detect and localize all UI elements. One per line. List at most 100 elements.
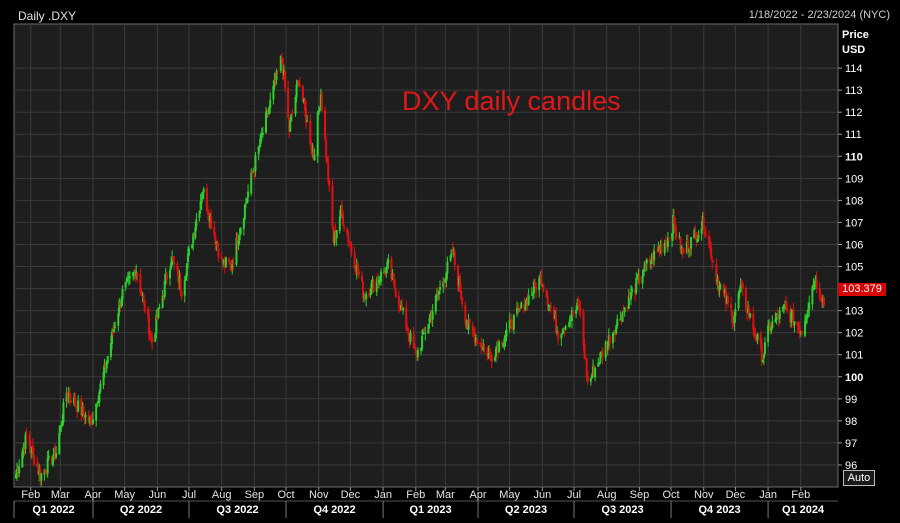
- candle-body: [298, 84, 301, 87]
- candle-body: [427, 323, 430, 334]
- candle-body: [392, 273, 395, 280]
- candle-body: [257, 146, 260, 155]
- candle-body: [562, 328, 565, 334]
- candle-body: [36, 463, 39, 467]
- candle-body: [604, 342, 607, 358]
- y-tick-label: 102: [845, 328, 863, 340]
- candle-body: [102, 371, 105, 386]
- candle-body: [571, 311, 574, 315]
- candle-body: [198, 210, 201, 218]
- candle-body: [362, 281, 365, 298]
- candle-body: [62, 402, 65, 423]
- candle-body: [50, 456, 53, 465]
- candle-body: [738, 291, 741, 293]
- candle-body: [679, 237, 682, 251]
- candle-body: [459, 276, 462, 293]
- month-label: Jul: [567, 489, 581, 501]
- candle-body: [578, 304, 581, 309]
- candle-body: [542, 283, 545, 291]
- candle-body: [65, 393, 68, 402]
- candle-body: [431, 311, 434, 320]
- candle-body: [608, 335, 611, 344]
- candle-body: [539, 276, 542, 278]
- candle-body: [590, 375, 593, 379]
- candle-body: [412, 334, 415, 349]
- candle-body: [301, 86, 304, 102]
- candle-body: [289, 120, 292, 132]
- candle-body: [103, 363, 106, 373]
- candle-body: [157, 307, 160, 318]
- candle-body: [384, 271, 387, 275]
- candle-body: [401, 304, 404, 311]
- candle-body: [421, 335, 424, 349]
- candle-body: [180, 291, 183, 296]
- grid-lines: [14, 24, 838, 487]
- candle-body: [538, 278, 541, 291]
- candle-body: [509, 319, 512, 321]
- candle-body: [128, 276, 131, 278]
- candle-body: [210, 216, 213, 229]
- candle-body: [165, 273, 168, 280]
- month-label: Aug: [212, 489, 232, 501]
- candle-body: [15, 473, 17, 479]
- candle-body: [724, 290, 727, 304]
- candle-body: [312, 151, 315, 160]
- instrument-title: Daily .DXY: [18, 9, 77, 23]
- candle-body: [781, 307, 784, 309]
- candle-body: [823, 297, 825, 305]
- candle-body: [687, 249, 690, 252]
- candle-body: [752, 313, 755, 331]
- candle-body: [161, 295, 164, 309]
- candle-body: [436, 293, 439, 295]
- candle-body: [762, 355, 765, 359]
- candle-body: [443, 281, 446, 284]
- candle-body: [598, 363, 601, 365]
- candle-body: [90, 419, 93, 425]
- auto-scale-button[interactable]: Auto: [843, 470, 875, 486]
- candle-body: [730, 304, 733, 310]
- candle-body: [356, 263, 359, 274]
- candle-body: [170, 263, 173, 270]
- candle-body: [776, 314, 779, 317]
- candle-body: [496, 347, 499, 350]
- candle-body: [733, 315, 736, 324]
- candle-body: [722, 284, 725, 293]
- candle-body: [43, 469, 46, 475]
- candle-body: [320, 93, 323, 110]
- candle-body: [383, 271, 386, 273]
- candle-body: [770, 327, 773, 332]
- candle-body: [627, 295, 630, 309]
- candle-body: [460, 290, 463, 299]
- candle-body: [201, 192, 204, 198]
- candle-body: [306, 120, 309, 122]
- candle-body: [658, 248, 661, 252]
- candle-body: [335, 230, 338, 239]
- candle-body: [376, 280, 379, 283]
- candle-body: [651, 253, 654, 262]
- candle-body: [650, 261, 653, 264]
- candle-body: [424, 332, 427, 334]
- candle-body: [229, 263, 232, 265]
- candle-body: [38, 470, 41, 476]
- candle-body: [634, 289, 637, 294]
- candle-body: [430, 312, 433, 319]
- candle-body: [708, 235, 711, 244]
- candle-body: [526, 299, 529, 306]
- candle-body: [274, 79, 277, 82]
- candle-body: [577, 302, 580, 305]
- candle-body: [294, 96, 297, 114]
- candle-body: [260, 133, 263, 135]
- candle-body: [805, 317, 808, 323]
- candle-body: [110, 332, 113, 345]
- month-label: Nov: [694, 489, 714, 501]
- candle-body: [759, 333, 762, 344]
- candle-body: [449, 255, 452, 261]
- candle-body: [377, 280, 380, 283]
- candle-body: [81, 406, 84, 416]
- candle-body: [340, 205, 343, 215]
- candle-body: [341, 212, 344, 226]
- y-tick-label: 99: [845, 394, 857, 406]
- candle-body: [671, 233, 674, 240]
